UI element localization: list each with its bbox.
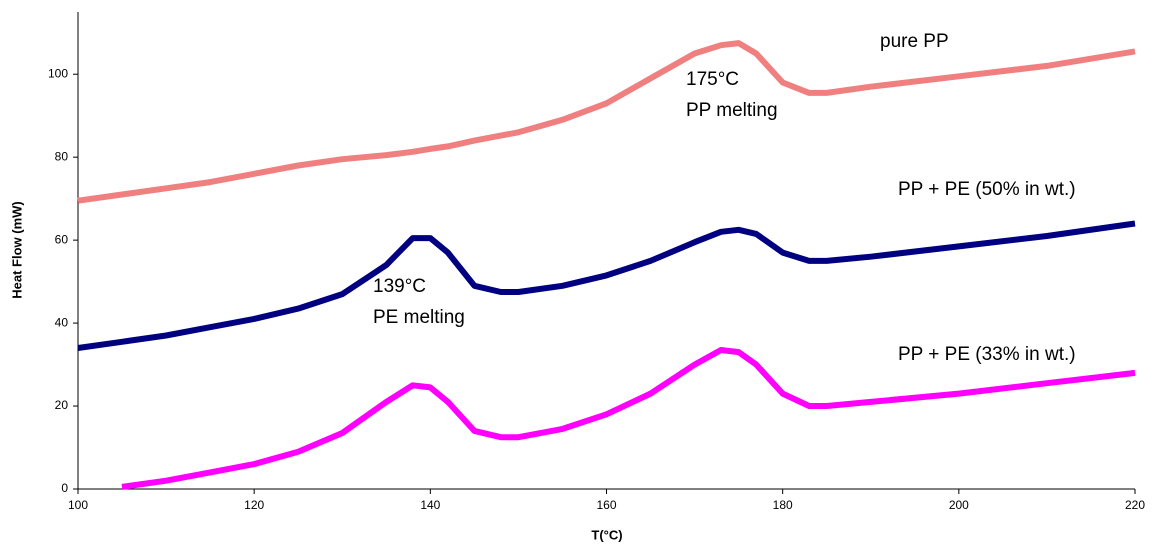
x-tick-label: 200 — [949, 498, 969, 512]
y-tick-label: 60 — [55, 232, 69, 246]
y-tick-label: 0 — [61, 481, 68, 495]
y-tick-label: 20 — [55, 398, 69, 412]
annotation: 139°C — [373, 276, 426, 297]
series-label: PP + PE (33% in wt.) — [898, 344, 1076, 365]
y-tick-label: 100 — [48, 66, 68, 80]
series-label: pure PP — [880, 31, 949, 52]
x-axis-title: T(°C) — [591, 527, 622, 542]
series-line — [121, 347, 1136, 490]
x-tick-label: 100 — [68, 498, 88, 512]
y-tick-label: 80 — [55, 149, 69, 163]
annotation: PE melting — [373, 307, 465, 328]
y-tick-label: 40 — [55, 315, 69, 329]
annotation: PP melting — [686, 100, 778, 121]
x-tick-label: 140 — [420, 498, 440, 512]
x-tick-label: 220 — [1125, 498, 1145, 512]
annotation: 175°C — [686, 69, 739, 90]
y-axis-title: Heat Flow (mW) — [9, 201, 24, 299]
series-label: PP + PE (50% in wt.) — [898, 179, 1076, 200]
series-line — [77, 220, 1136, 351]
x-tick-label: 180 — [773, 498, 793, 512]
x-tick-label: 160 — [596, 498, 616, 512]
x-tick-label: 120 — [244, 498, 264, 512]
series-line — [77, 40, 1136, 204]
